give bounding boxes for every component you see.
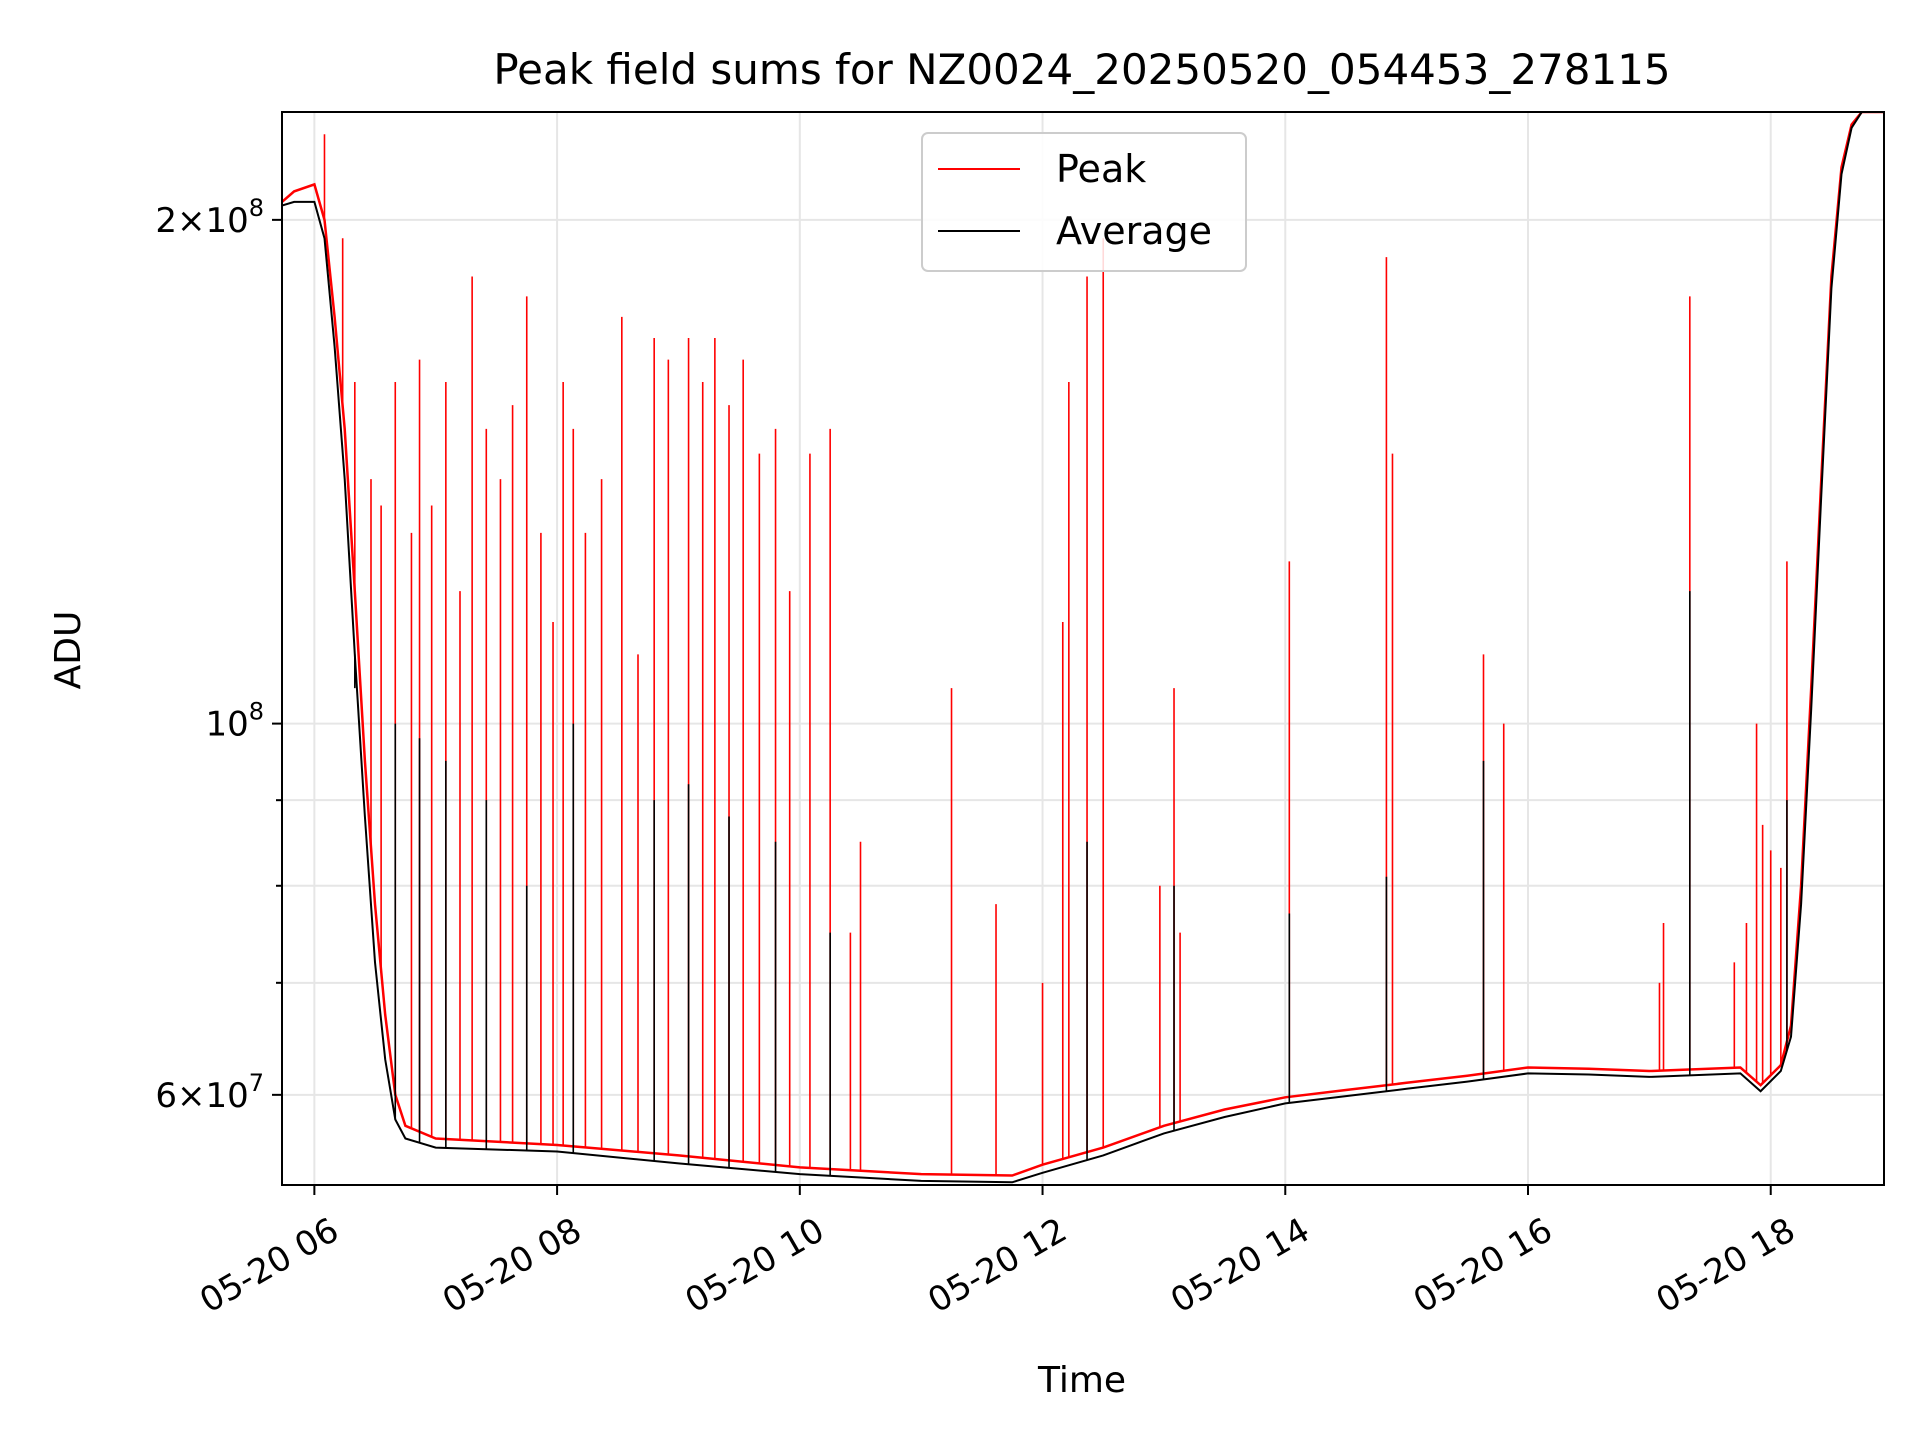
y-tick-ten: 10: [205, 705, 248, 745]
y-tick-exponent: 8: [249, 698, 264, 726]
series-group: [282, 112, 1884, 1184]
y-tick-exponent: 7: [249, 1069, 264, 1097]
legend: Peak Average: [921, 132, 1247, 272]
y-axis-label: ADU: [48, 611, 89, 690]
legend-label-peak: Peak: [1056, 147, 1146, 191]
plot-frame: [281, 111, 1885, 1186]
y-tick-label: 2×108: [155, 194, 264, 241]
y-tick-label: 6×107: [155, 1069, 264, 1116]
legend-box: [921, 132, 1247, 272]
y-tick-times: ×: [177, 1076, 206, 1116]
x-axis-label: Time: [1037, 1360, 1126, 1401]
legend-label-average: Average: [1056, 209, 1212, 253]
series-line-average: [282, 112, 1884, 1184]
y-tick-ten: 10: [205, 201, 248, 241]
y-tick-times: ×: [177, 201, 206, 241]
chart-title: Peak field sums for NZ0024_20250520_0544…: [493, 45, 1670, 94]
y-tick-ten: 10: [205, 1076, 248, 1116]
y-tick-label: 108: [205, 698, 264, 745]
series-layer: [282, 112, 1884, 1184]
y-tick-exponent: 8: [249, 194, 264, 222]
y-tick-base: 6: [155, 1076, 177, 1116]
y-tick-base: 2: [155, 201, 177, 241]
